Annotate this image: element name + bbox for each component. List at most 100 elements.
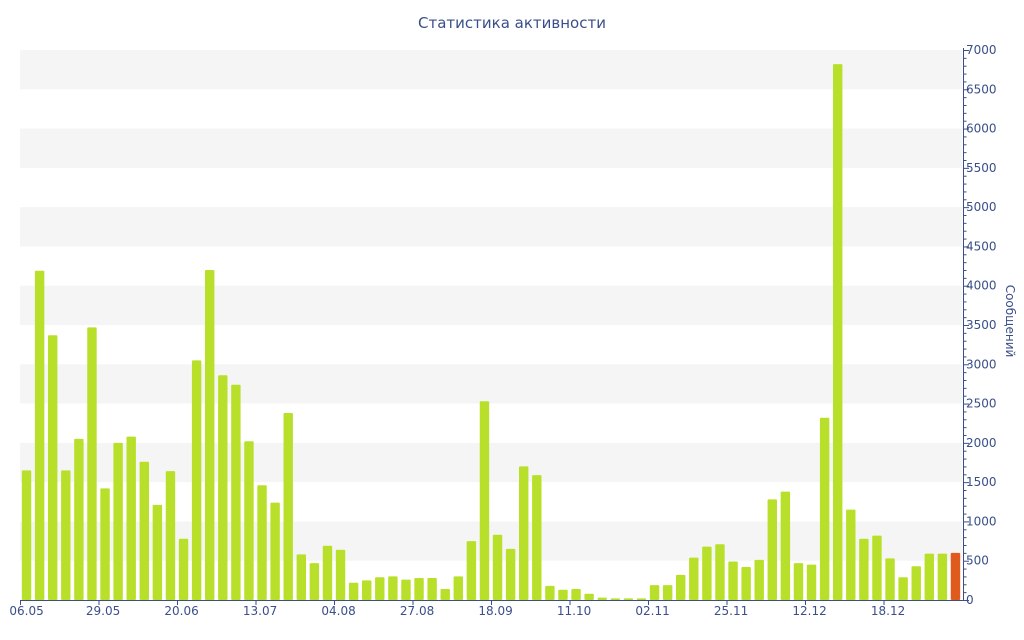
grid-band [20, 521, 962, 561]
bar [793, 563, 804, 600]
bar [728, 561, 738, 600]
bar [767, 499, 778, 600]
bar [675, 574, 686, 600]
x-tick-label: 12.12 [792, 604, 826, 618]
bar [623, 598, 634, 600]
bar [427, 578, 437, 600]
bar [401, 579, 411, 600]
chart-title: Статистика активности [418, 14, 606, 32]
bar [440, 589, 450, 600]
bar [610, 598, 621, 600]
bar [283, 413, 293, 600]
bar [898, 577, 908, 600]
bar [584, 593, 594, 600]
bar [361, 580, 372, 600]
bar [270, 502, 280, 600]
bar [218, 375, 228, 600]
bar [126, 436, 136, 600]
bar [74, 438, 84, 600]
y-tick-label: 7000 [966, 43, 997, 57]
bar [348, 582, 359, 600]
bar [204, 270, 215, 600]
bar [191, 360, 202, 600]
grid-band [20, 207, 962, 247]
y-tick-label: 3000 [966, 357, 997, 371]
y-tick-label: 500 [966, 554, 989, 568]
x-tick-label: 20.06 [164, 604, 198, 618]
bar [662, 585, 673, 600]
bar [859, 538, 869, 600]
bar [257, 485, 267, 600]
bar [152, 504, 163, 600]
grid-band [20, 364, 962, 404]
bar [309, 563, 320, 600]
bar [296, 554, 307, 600]
bar [832, 64, 843, 600]
x-tick-label: 11.10 [557, 604, 591, 618]
bar [453, 576, 464, 600]
bar [466, 541, 477, 600]
y-tick-label: 2000 [966, 436, 997, 450]
bar [492, 534, 503, 600]
bar [388, 576, 398, 600]
bar [780, 491, 791, 600]
bar [505, 548, 516, 600]
bar [21, 470, 32, 600]
bar [479, 401, 490, 600]
bar [872, 535, 882, 600]
bar [689, 557, 699, 600]
bar [139, 461, 150, 600]
y-tick-label: 6000 [966, 122, 997, 136]
bar [885, 558, 895, 600]
x-tick-label: 25.11 [714, 604, 748, 618]
bar [47, 335, 58, 600]
x-tick-label: 18.12 [871, 604, 905, 618]
bar [532, 475, 542, 600]
bar [545, 585, 555, 600]
x-tick-label: 27.08 [400, 604, 434, 618]
bar [375, 577, 385, 600]
y-tick-label: 2500 [966, 397, 997, 411]
bar [819, 417, 830, 600]
bar [924, 553, 935, 600]
bar [649, 585, 660, 600]
grid-band [20, 128, 962, 168]
grid-band [20, 442, 962, 483]
x-tick-label: 02.11 [635, 604, 669, 618]
grid-band [20, 285, 962, 325]
y-tick-label: 4000 [966, 279, 997, 293]
x-tick-label: 13.07 [243, 604, 277, 618]
bar [846, 509, 856, 600]
bar [636, 598, 647, 600]
x-tick-label: 18.09 [478, 604, 512, 618]
bar [597, 597, 607, 600]
y-tick-label: 0 [966, 593, 974, 607]
bar [414, 578, 424, 600]
y-tick-label: 6500 [966, 82, 997, 96]
bar [571, 589, 581, 600]
y-tick-label: 5000 [966, 200, 997, 214]
bar [715, 544, 725, 600]
y-tick-label: 3500 [966, 318, 997, 332]
bar [558, 589, 568, 600]
y-tick-label: 4500 [966, 239, 997, 253]
x-tick-label: 06.05 [9, 604, 43, 618]
bar [322, 545, 333, 600]
bar [34, 270, 45, 600]
grid-band [20, 50, 962, 90]
bar [702, 546, 712, 600]
bar [244, 441, 254, 600]
bar [178, 538, 189, 600]
bar [165, 471, 176, 600]
bar [911, 566, 921, 600]
x-tick-label: 04.08 [321, 604, 355, 618]
bar [937, 553, 948, 600]
bar [754, 559, 764, 600]
y-tick-label: 5500 [966, 161, 997, 175]
bar [100, 488, 110, 600]
bar [87, 327, 97, 600]
bar [231, 384, 241, 600]
y-tick-label: 1000 [966, 514, 997, 528]
y-tick-label: 1500 [966, 475, 997, 489]
